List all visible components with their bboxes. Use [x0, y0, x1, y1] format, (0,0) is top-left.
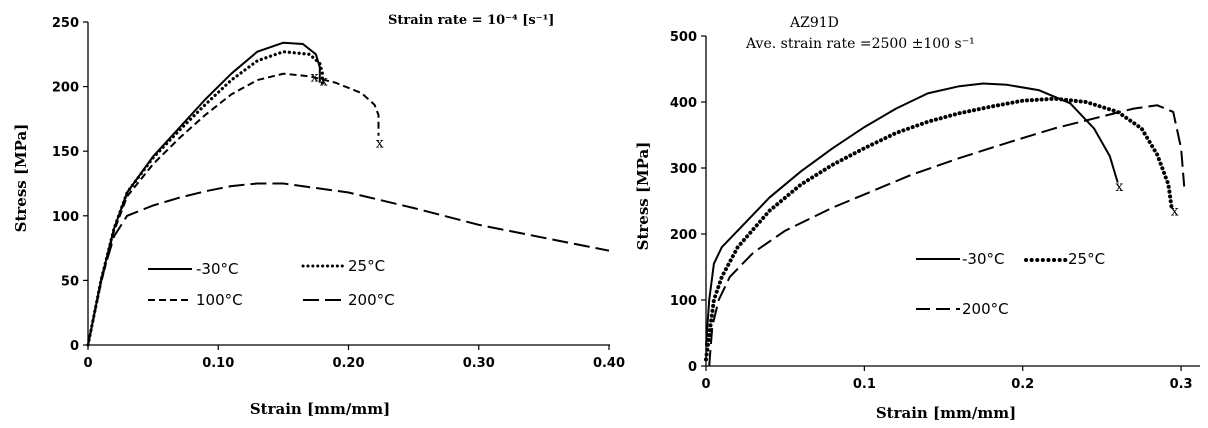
right-legend-label-m30: -30°C [962, 250, 1004, 268]
right-x-tick-label: 0.3 [1170, 377, 1193, 392]
right-series-line-2 [708, 104, 1186, 367]
left-y-tick-label: 100 [52, 210, 79, 225]
left-x-tick-label: 0.20 [332, 356, 364, 371]
left-x-tick-label: 0 [83, 356, 92, 371]
right-legend-label-25: 25°C [1068, 250, 1105, 268]
left-legend-label-100: 100°C [196, 291, 243, 309]
left-x-tick-label: 0.40 [593, 356, 625, 371]
left-series-line-2 [87, 72, 380, 346]
right-legend-label-200: 200°C [962, 300, 1009, 318]
right-x-tick-label: 0.2 [1011, 377, 1034, 392]
right-y-axis-label: Stress [MPa] [634, 142, 652, 251]
left-y-tick-label: 200 [52, 81, 79, 96]
left-x-axis-label: Strain [mm/mm] [250, 400, 390, 418]
right-y-tick-label: 300 [670, 162, 697, 177]
right-y-tick-label: 400 [670, 96, 697, 111]
right-y-tick-label: 0 [688, 360, 697, 375]
left-series-line-1 [86, 50, 324, 347]
right-x-tick-label: 0.1 [853, 377, 876, 392]
chart-right: 0 100 200 300 400 500 0 0.1 0.2 0.3 x x AZ91D Ave… [634, 15, 1200, 422]
left-y-tick-label: 50 [61, 274, 79, 289]
left-legend-label-200: 200°C [348, 291, 395, 309]
right-y-tick-label: 500 [670, 30, 697, 45]
right-fracture-mark: x [1115, 179, 1123, 195]
right-x-axis-label: Strain [mm/mm] [876, 404, 1016, 422]
left-y-tick-label: 150 [52, 145, 79, 160]
left-fracture-mark: x [311, 69, 319, 85]
left-legend-label-25: 25°C [348, 257, 385, 275]
left-series-line-3 [87, 182, 610, 346]
left-legend: -30°C 25°C 100°C 200°C [148, 257, 395, 309]
left-fracture-mark: x [320, 73, 328, 89]
left-x-tick-label: 0.10 [202, 356, 234, 371]
right-series-line-0 [705, 82, 1119, 347]
right-chart-title: AZ91D [789, 15, 839, 31]
left-x-tick-label: 0.30 [463, 356, 495, 371]
left-y-axis-label: Stress [MPa] [12, 124, 30, 233]
right-series-line-1 [704, 96, 1174, 362]
right-y-tick-label: 200 [670, 228, 697, 243]
left-y-tick-label: 0 [70, 339, 79, 354]
left-y-tick-label: 250 [52, 16, 79, 31]
right-legend: -30°C 25°C 200°C [916, 250, 1105, 318]
right-chart-subtitle: Ave. strain rate =2500 ±100 s⁻¹ [745, 36, 975, 52]
left-fracture-mark: x [376, 135, 384, 151]
left-strain-rate-annotation: Strain rate = 10⁻⁴ [s⁻¹] [388, 13, 554, 28]
right-x-tick-label: 0 [701, 377, 710, 392]
right-fracture-mark: x [1171, 204, 1179, 220]
right-y-tick-label: 100 [670, 294, 697, 309]
left-legend-label-m30: -30°C [196, 260, 238, 278]
